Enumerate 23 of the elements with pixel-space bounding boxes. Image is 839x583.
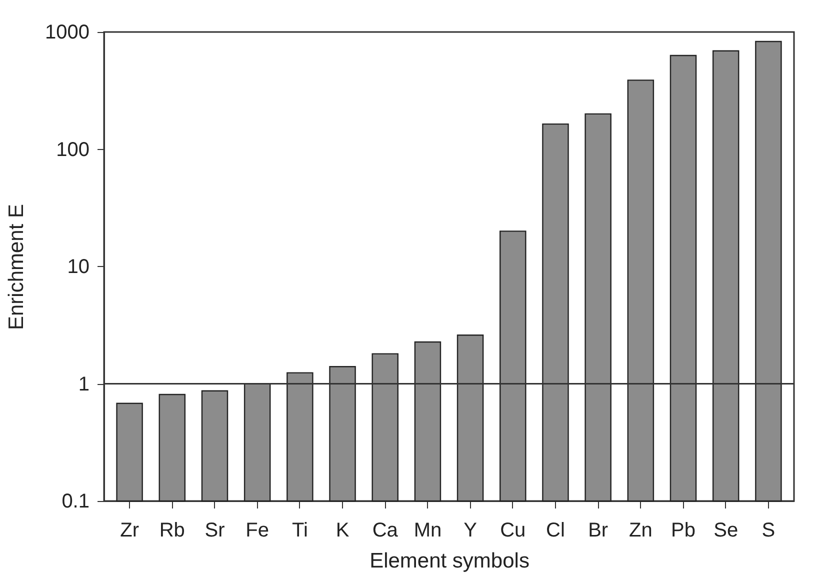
x-tick-label: Se — [714, 520, 738, 542]
y-tick-label: 100 — [56, 138, 90, 161]
x-tick-label: Sr — [204, 520, 226, 542]
x-tick-label: Mn — [414, 520, 442, 542]
x-tick-label: K — [336, 520, 350, 542]
y-tick-label: 1 — [78, 373, 90, 396]
x-tick-label: Cu — [500, 520, 526, 542]
x-tick-label: Fe — [246, 520, 270, 542]
x-tick-label: Zn — [628, 520, 652, 542]
x-tick-label: Ti — [292, 520, 308, 542]
y-tick-label: 10 — [67, 256, 90, 278]
x-tick-label: Pb — [671, 520, 696, 542]
x-tick-label: Ca — [372, 520, 399, 542]
y-axis-title: Enrichment E — [5, 204, 28, 330]
x-tick-label: Cl — [546, 520, 565, 542]
y-tick-label: 1000 — [45, 22, 90, 44]
x-tick-label: Rb — [159, 520, 185, 542]
x-tick-label: Br — [588, 520, 608, 542]
x-axis-title: Element symbols — [370, 550, 530, 572]
y-tick-label: 0.1 — [62, 490, 90, 512]
x-tick-label: Zr — [120, 520, 140, 542]
x-tick-label: Y — [464, 520, 477, 542]
x-tick-label: S — [762, 520, 776, 542]
